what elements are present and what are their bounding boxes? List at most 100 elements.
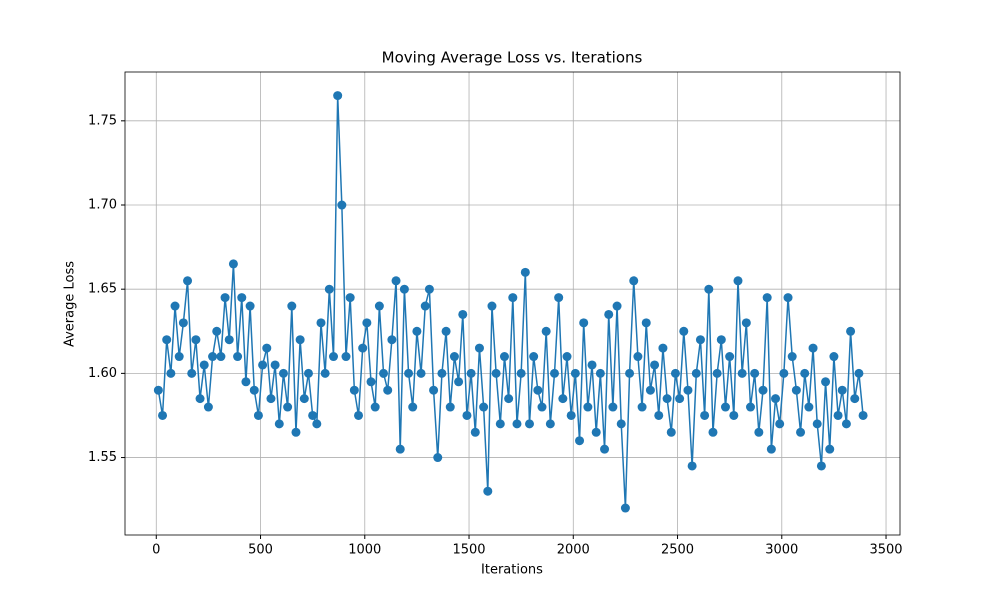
data-point (370, 402, 380, 412)
data-point (495, 419, 505, 429)
data-point (783, 293, 793, 303)
data-point (404, 368, 414, 378)
data-point (858, 410, 868, 420)
data-point (454, 377, 464, 387)
data-point (287, 301, 297, 311)
data-point (583, 402, 593, 412)
data-point (529, 352, 539, 362)
data-point (625, 368, 635, 378)
data-point (779, 368, 789, 378)
data-point (829, 352, 839, 362)
data-point (512, 419, 522, 429)
data-point (629, 276, 639, 286)
data-point (337, 200, 347, 210)
data-point (212, 326, 222, 336)
y-tick-label: 1.70 (88, 198, 117, 213)
data-point (216, 352, 226, 362)
data-point (712, 368, 722, 378)
data-point (178, 318, 188, 328)
data-point (270, 360, 280, 370)
y-tick-label: 1.60 (88, 366, 117, 381)
data-point (704, 284, 714, 294)
x-tick-label: 3500 (869, 543, 902, 558)
data-point (587, 360, 597, 370)
data-point (520, 267, 530, 277)
data-point (283, 402, 293, 412)
data-point (483, 486, 493, 496)
data-point (558, 394, 568, 404)
data-point (837, 385, 847, 395)
data-point (383, 385, 393, 395)
x-tick-label: 2000 (557, 543, 590, 558)
data-point (379, 368, 389, 378)
data-point (620, 503, 630, 513)
data-point (387, 335, 397, 345)
data-point (524, 419, 534, 429)
data-point (408, 402, 418, 412)
data-point (416, 368, 426, 378)
data-point (470, 427, 480, 437)
data-point (641, 318, 651, 328)
data-point (566, 410, 576, 420)
data-point (645, 385, 655, 395)
data-point (349, 385, 359, 395)
data-point (800, 368, 810, 378)
data-point (341, 352, 351, 362)
data-point (808, 343, 818, 353)
x-tick-label: 0 (152, 543, 160, 558)
x-tick-label: 500 (248, 543, 273, 558)
data-point (441, 326, 451, 336)
data-point (491, 368, 501, 378)
data-point (199, 360, 209, 370)
data-point (224, 335, 234, 345)
data-point (437, 368, 447, 378)
data-point (545, 419, 555, 429)
data-point (720, 402, 730, 412)
data-point (716, 335, 726, 345)
data-point (274, 419, 284, 429)
data-point (466, 368, 476, 378)
data-point (153, 385, 163, 395)
data-point (700, 410, 710, 420)
data-point (324, 284, 334, 294)
data-point (291, 427, 301, 437)
data-point (508, 293, 518, 303)
data-point (812, 419, 822, 429)
data-point (691, 368, 701, 378)
data-point (504, 394, 514, 404)
data-point (266, 394, 276, 404)
data-point (374, 301, 384, 311)
data-point (174, 352, 184, 362)
data-point (249, 385, 259, 395)
data-point (362, 318, 372, 328)
data-point (479, 402, 489, 412)
data-point (158, 410, 168, 420)
data-point (758, 385, 768, 395)
x-tick-label: 1500 (452, 543, 485, 558)
data-point (612, 301, 622, 311)
data-point (554, 293, 564, 303)
data-point (854, 368, 864, 378)
data-point (796, 427, 806, 437)
data-point (391, 276, 401, 286)
data-point (746, 402, 756, 412)
data-point (195, 394, 205, 404)
data-point (750, 368, 760, 378)
data-point (687, 461, 697, 471)
data-point (662, 394, 672, 404)
data-point (816, 461, 826, 471)
data-point (424, 284, 434, 294)
data-point (683, 385, 693, 395)
data-point (233, 352, 243, 362)
data-point (191, 335, 201, 345)
data-point (850, 394, 860, 404)
data-point (666, 427, 676, 437)
y-axis-label: Average Loss (63, 261, 78, 347)
data-point (333, 91, 343, 101)
data-point (445, 402, 455, 412)
data-point (791, 385, 801, 395)
chart-title: Moving Average Loss vs. Iterations (382, 49, 643, 67)
data-point (499, 352, 509, 362)
data-point (729, 410, 739, 420)
